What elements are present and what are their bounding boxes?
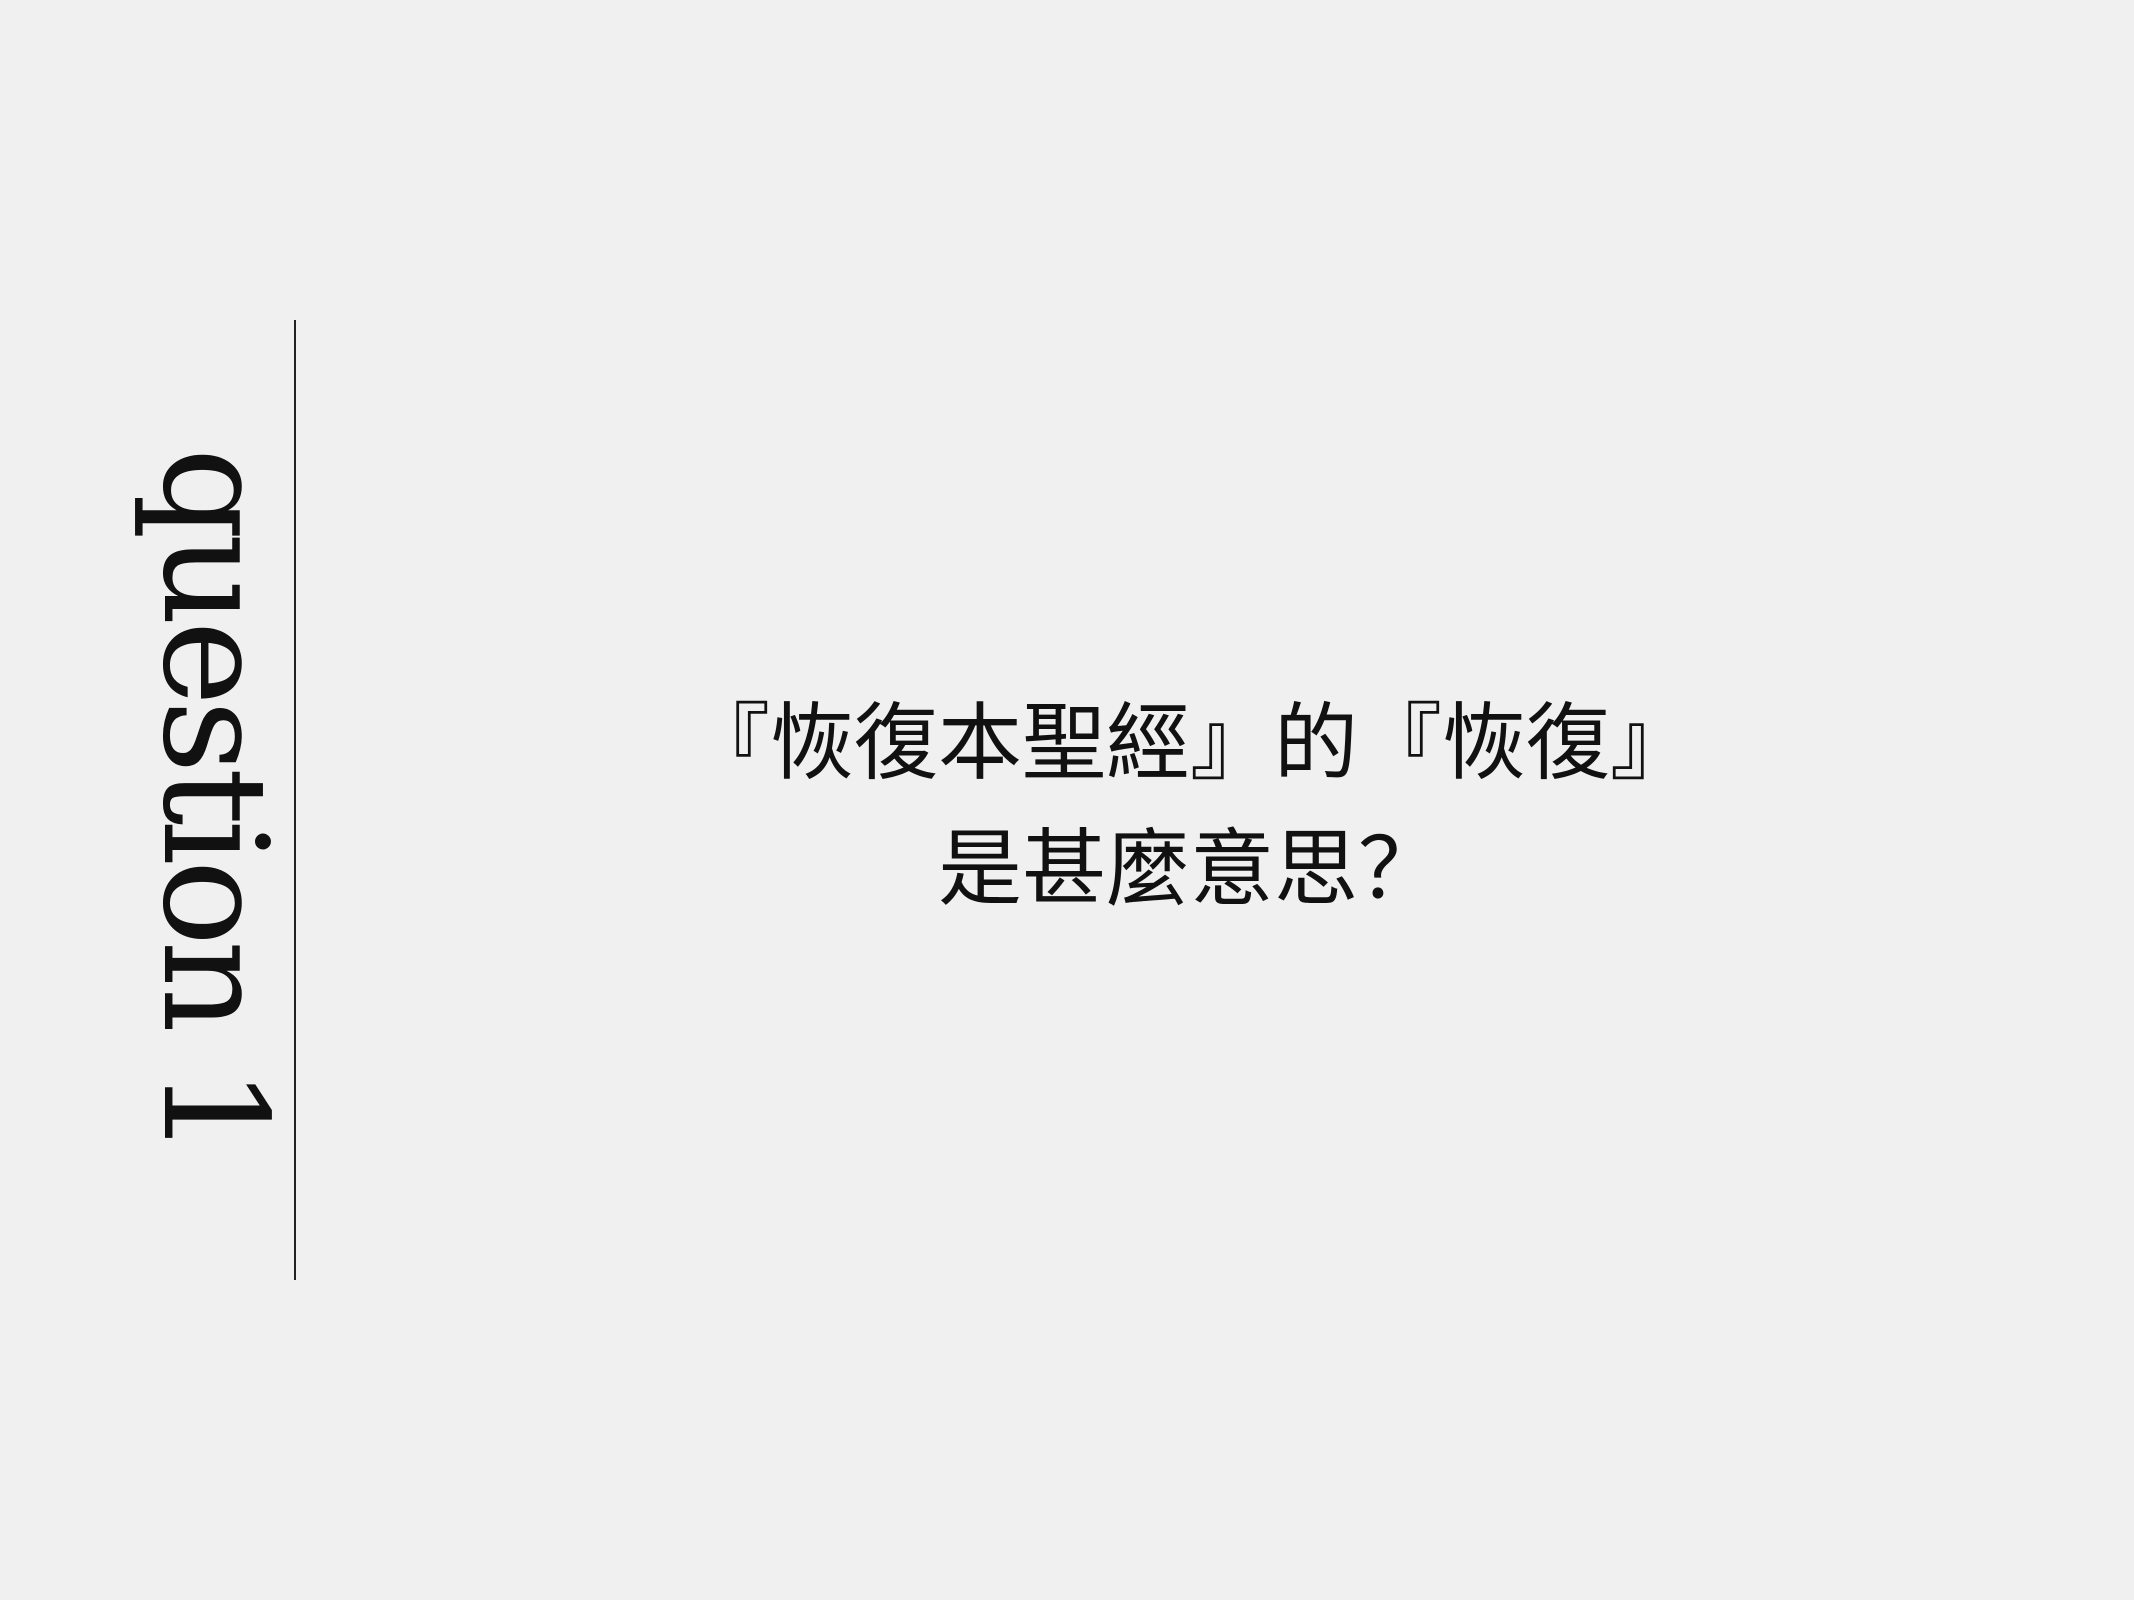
vertical-divider — [294, 320, 296, 1280]
question-line-1: 『恢復本聖經』的『恢復』 — [685, 694, 1694, 792]
question-text: 『恢復本聖經』的『恢復』 是甚麼意思？ — [500, 680, 1880, 932]
question-line-2: 是甚麼意思？ — [937, 820, 1442, 918]
question-number-label: question 1 — [131, 447, 299, 1153]
